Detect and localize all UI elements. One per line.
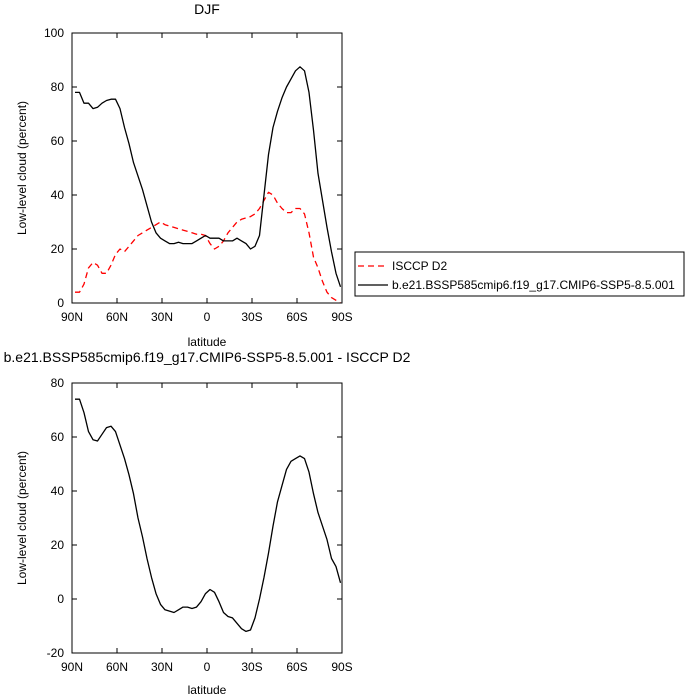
bottom-y-tick-label: -20 xyxy=(47,646,65,660)
top-y-tick-label: 80 xyxy=(51,80,65,94)
top-chart-title: DJF xyxy=(194,1,220,17)
top-legend: ISCCP D2 b.e21.BSSP585cmip6.f19_g17.CMIP… xyxy=(354,251,685,297)
top-y-tick-label: 20 xyxy=(51,242,65,256)
top-x-axis-label: latitude xyxy=(188,335,227,349)
bottom-x-tick-label: 0 xyxy=(204,660,211,674)
top-x-tick-label: 30S xyxy=(241,310,262,324)
bottom-chart: b.e21.BSSP585cmip6.f19_g17.CMIP6-SSP5-8.… xyxy=(4,349,411,697)
top-y-tick-label: 40 xyxy=(51,188,65,202)
bottom-chart-title: b.e21.BSSP585cmip6.f19_g17.CMIP6-SSP5-8.… xyxy=(4,349,411,365)
bottom-x-axis-label: latitude xyxy=(188,683,227,697)
bottom-y-tick-label: 80 xyxy=(51,376,65,390)
bottom-x-tick-label: 60N xyxy=(106,660,128,674)
top-series-line-1 xyxy=(75,191,341,304)
bottom-y-tick-label: 0 xyxy=(57,592,64,606)
bottom-x-tick-label: 90S xyxy=(331,660,352,674)
top-x-tick-label: 30N xyxy=(151,310,173,324)
top-x-tick-label: 60N xyxy=(106,310,128,324)
bottom-x-tick-label: 30S xyxy=(241,660,262,674)
top-y-tick-label: 60 xyxy=(51,134,65,148)
top-x-tick-label: 90N xyxy=(61,310,83,324)
bottom-y-tick-label: 20 xyxy=(51,538,65,552)
bottom-x-tick-label: 60S xyxy=(286,660,307,674)
bottom-y-tick-label: 60 xyxy=(51,430,65,444)
top-chart-lines xyxy=(75,66,342,304)
legend-label-isccp: ISCCP D2 xyxy=(392,259,447,273)
legend-box xyxy=(354,251,685,297)
top-chart: DJF 90N 60N 30N 0 30S 60S 90S 0 20 40 60 80 100 lati… xyxy=(15,1,353,349)
bottom-x-tick-label: 30N xyxy=(151,660,173,674)
bottom-y-axis-label: Low-level cloud (percent) xyxy=(15,451,29,585)
bottom-chart-lines xyxy=(75,398,342,633)
bottom-y-tick-label: 40 xyxy=(51,484,65,498)
top-plot-frame xyxy=(71,32,343,304)
bottom-x-tick-label: 90N xyxy=(61,660,83,674)
bottom-series-line-1 xyxy=(75,398,342,633)
bottom-plot-frame xyxy=(71,382,343,654)
top-chart-ticks: 90N 60N 30N 0 30S 60S 90S 0 20 40 60 80 100 xyxy=(44,26,353,324)
legend-label-model: b.e21.BSSP585cmip6.f19_g17.CMIP6-SSP5-8.… xyxy=(392,278,675,292)
top-series-line-2 xyxy=(75,66,342,288)
top-x-tick-label: 90S xyxy=(331,310,352,324)
top-x-tick-label: 0 xyxy=(204,310,211,324)
top-y-tick-label: 100 xyxy=(44,26,64,40)
top-x-tick-label: 60S xyxy=(286,310,307,324)
top-y-tick-label: 0 xyxy=(57,296,64,310)
top-y-axis-label: Low-level cloud (percent) xyxy=(15,101,29,235)
bottom-chart-ticks: 90N 60N 30N 0 30S 60S 90S -20 0 20 40 60 80 xyxy=(47,376,353,674)
